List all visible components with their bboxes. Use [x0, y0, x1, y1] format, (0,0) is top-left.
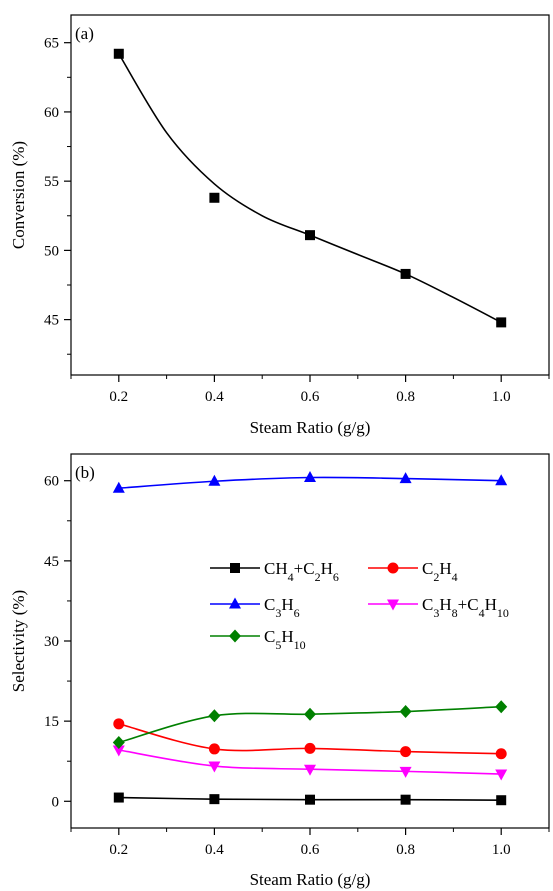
- legend-marker: [229, 629, 241, 643]
- series-3: [112, 745, 508, 781]
- legend-item: C3H6: [210, 595, 300, 620]
- x-tick-label: 0.2: [109, 389, 128, 405]
- data-point: [209, 794, 220, 805]
- data-point: [304, 707, 316, 721]
- x-tick-label: 0.2: [109, 842, 128, 858]
- data-point: [113, 718, 125, 730]
- legend-label: C3H6: [264, 595, 300, 620]
- legend: CH4+C2H6 C2H4 C3H6 C3H8+C4H10 C5H10: [210, 559, 509, 652]
- series-2: [112, 471, 508, 493]
- series-0: [113, 792, 507, 806]
- data-point: [305, 794, 315, 805]
- legend-item: C3H8+C4H10: [368, 595, 509, 620]
- x-tick-label: 0.6: [301, 389, 320, 405]
- y-tick-label: 65: [44, 36, 59, 52]
- y-tick-label: 45: [44, 313, 59, 329]
- data-point: [304, 764, 316, 776]
- y-tick-label: 55: [44, 174, 59, 190]
- y-tick-label: 15: [44, 714, 59, 730]
- legend-marker: [387, 599, 399, 611]
- x-tick-label: 0.8: [396, 842, 415, 858]
- data-point: [495, 700, 508, 714]
- series-4: [112, 700, 508, 750]
- data-point: [113, 48, 124, 59]
- data-point: [495, 474, 508, 486]
- legend-marker: [387, 562, 399, 574]
- legend-item: C5H10: [210, 627, 306, 652]
- y-tick-label: 45: [44, 554, 59, 570]
- data-point: [305, 230, 315, 241]
- data-point: [400, 268, 411, 279]
- y-tick-label: 60: [44, 105, 59, 121]
- x-tick-label: 0.6: [301, 842, 320, 858]
- legend-label: C2H4: [422, 559, 458, 584]
- x-axis-label: Steam Ratio (g/g): [250, 418, 371, 437]
- y-tick-label: 50: [44, 243, 59, 259]
- data-point: [208, 709, 221, 723]
- legend-label: CH4+C2H6: [264, 559, 339, 584]
- x-axis-label: Steam Ratio (g/g): [250, 870, 371, 889]
- panel-label: (a): [75, 24, 94, 43]
- conversion-chart: 0.2 0.4 0.6 0.8 1.0 45 50 55 60 65 Steam Ratio (g/…: [9, 14, 550, 437]
- data-point: [208, 474, 221, 486]
- y-axis-label: Selectivity (%): [9, 590, 28, 692]
- y-tick-label: 60: [44, 474, 59, 490]
- x-tick-label: 0.8: [396, 389, 415, 405]
- legend-marker: [230, 563, 240, 573]
- series-0: [113, 48, 507, 328]
- x-tick-label: 1.0: [492, 389, 511, 405]
- data-point: [209, 192, 220, 203]
- x-tick-label: 0.4: [205, 389, 224, 405]
- selectivity-chart: 0.2 0.4 0.6 0.8 1.0 0 15 30 45 60 Steam Ratio (g/g…: [9, 453, 550, 889]
- data-point: [304, 742, 316, 754]
- y-tick-label: 0: [52, 794, 60, 810]
- data-point: [496, 795, 507, 806]
- data-point: [304, 471, 316, 483]
- series-1: [113, 718, 507, 760]
- data-point: [400, 794, 411, 805]
- y-tick-label: 30: [44, 634, 59, 650]
- legend-item: C2H4: [368, 559, 458, 584]
- data-point: [112, 481, 125, 493]
- data-point: [208, 761, 221, 773]
- plot-frame: [70, 14, 550, 376]
- data-point: [112, 745, 125, 757]
- data-point: [400, 746, 412, 758]
- data-point: [496, 317, 507, 328]
- legend-label: C5H10: [264, 627, 306, 652]
- data-point: [399, 472, 412, 484]
- legend-item: CH4+C2H6: [210, 559, 339, 584]
- x-tick-label: 0.4: [205, 842, 224, 858]
- legend-marker: [229, 597, 241, 609]
- data-point: [495, 769, 508, 781]
- panel-label: (b): [75, 463, 95, 482]
- y-axis-label: Conversion (%): [9, 141, 28, 249]
- data-point: [495, 748, 507, 760]
- legend-label: C3H8+C4H10: [422, 595, 509, 620]
- data-point: [112, 736, 125, 750]
- data-point: [208, 743, 220, 755]
- data-point: [399, 705, 412, 719]
- x-tick-label: 1.0: [492, 842, 511, 858]
- data-point: [399, 766, 412, 778]
- data-point: [113, 792, 124, 803]
- series-line: [118, 53, 502, 324]
